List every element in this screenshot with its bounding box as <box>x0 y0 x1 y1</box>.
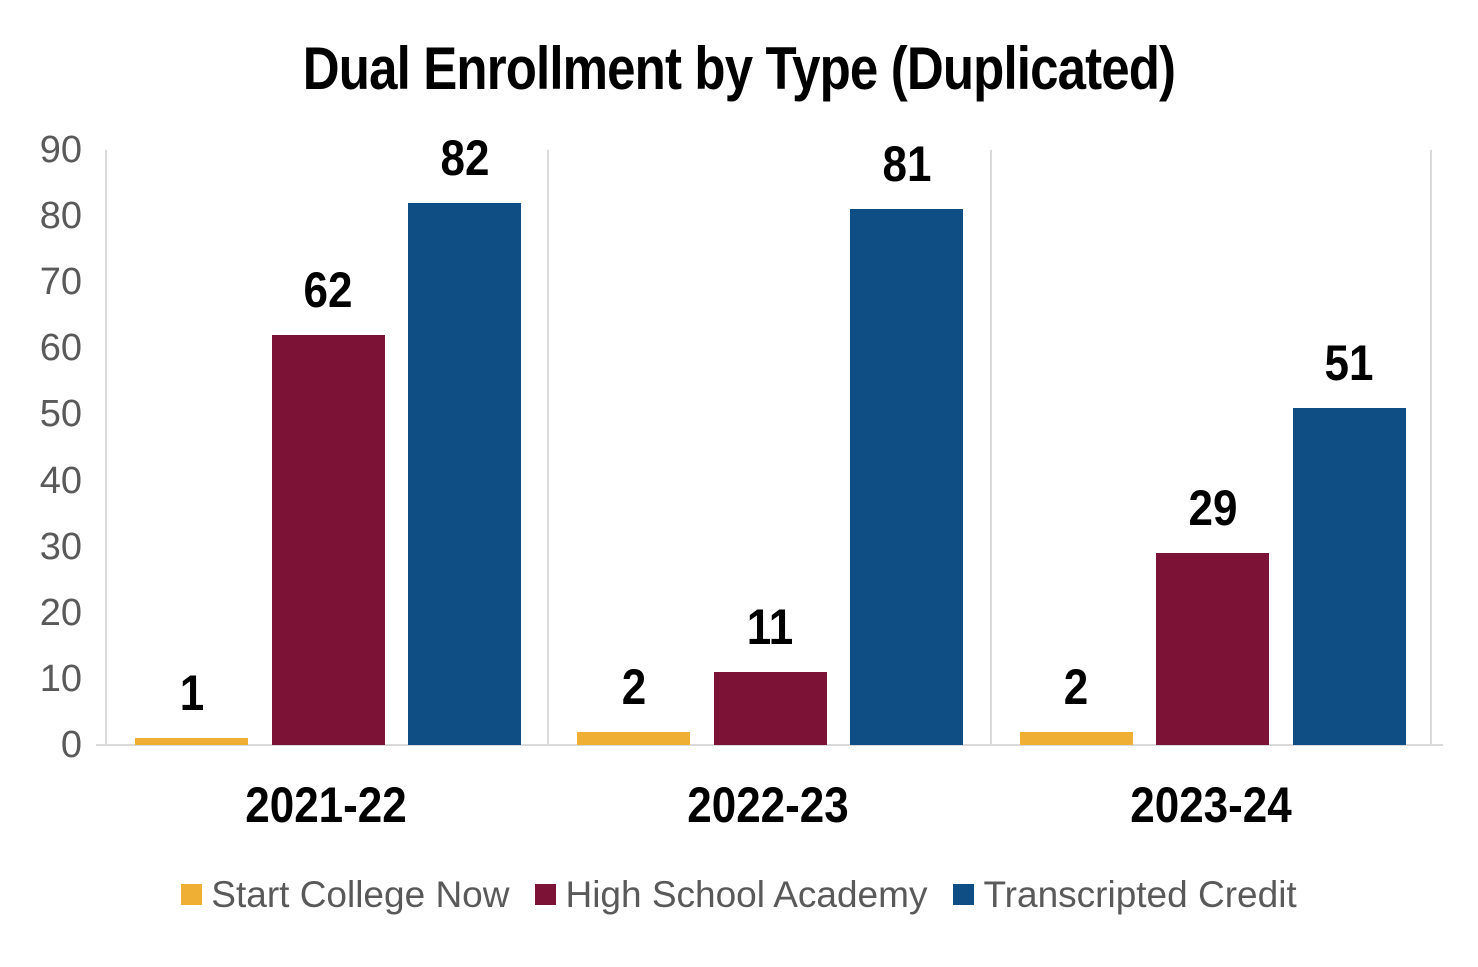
x-axis-category-label: 2023-24 <box>1130 777 1292 833</box>
chart-title: Dual Enrollment by Type (Duplicated) <box>302 35 1176 102</box>
legend-label: Transcripted Credit <box>983 874 1297 915</box>
bar <box>577 732 690 745</box>
bar <box>135 738 248 745</box>
y-axis-tick-label: 50 <box>39 393 82 436</box>
category-separator-line <box>1430 150 1432 745</box>
y-axis-tick-label: 0 <box>60 724 82 766</box>
y-axis-tick-label: 10 <box>39 657 82 700</box>
legend-swatch <box>535 884 557 905</box>
legend-swatch <box>181 884 203 905</box>
category-separator-line <box>990 150 992 745</box>
category-separator-line <box>105 150 107 745</box>
bar <box>1156 553 1269 745</box>
bar-value-label: 2 <box>1063 659 1089 715</box>
bar <box>1293 408 1406 745</box>
bar <box>272 335 385 745</box>
bar-value-label: 1 <box>179 665 205 721</box>
bar-value-label: 2 <box>621 659 647 715</box>
bar-value-label: 29 <box>1188 480 1238 536</box>
bar-value-label: 11 <box>746 599 794 655</box>
y-axis-tick-label: 60 <box>39 327 82 370</box>
bar <box>1020 732 1133 745</box>
y-axis-tick-label: 90 <box>39 129 82 171</box>
y-axis-tick-label: 70 <box>39 261 82 304</box>
bar-value-label: 62 <box>303 262 353 318</box>
x-axis-category-label: 2021-22 <box>245 777 407 833</box>
y-axis-tick-label: 30 <box>39 525 82 568</box>
plot-area: 1 62 82 2 11 81 2 29 51 <box>96 133 1443 746</box>
y-axis: 0 10 20 30 40 50 60 70 80 90 <box>0 131 82 764</box>
x-axis-line <box>96 744 1443 746</box>
bar <box>714 672 827 745</box>
y-axis-tick-label: 20 <box>39 591 82 634</box>
category-separator-line <box>547 150 549 745</box>
legend-item: High School Academy <box>535 876 927 913</box>
legend-swatch <box>953 884 975 905</box>
x-axis-category-label: 2022-23 <box>687 777 849 833</box>
y-axis-tick-label: 40 <box>39 459 82 502</box>
legend-label: Start College Now <box>211 874 510 915</box>
bar-value-label: 82 <box>440 130 490 186</box>
legend-label: High School Academy <box>565 874 928 915</box>
bar-value-label: 51 <box>1324 335 1374 391</box>
legend: Start College Now High School Academy Tran… <box>0 876 1478 913</box>
bar <box>408 203 521 745</box>
bar-value-label: 81 <box>882 136 932 192</box>
legend-item: Start College Now <box>181 876 509 913</box>
bar <box>850 209 963 745</box>
y-axis-tick-label: 80 <box>39 195 82 238</box>
legend-item: Transcripted Credit <box>953 874 1297 915</box>
